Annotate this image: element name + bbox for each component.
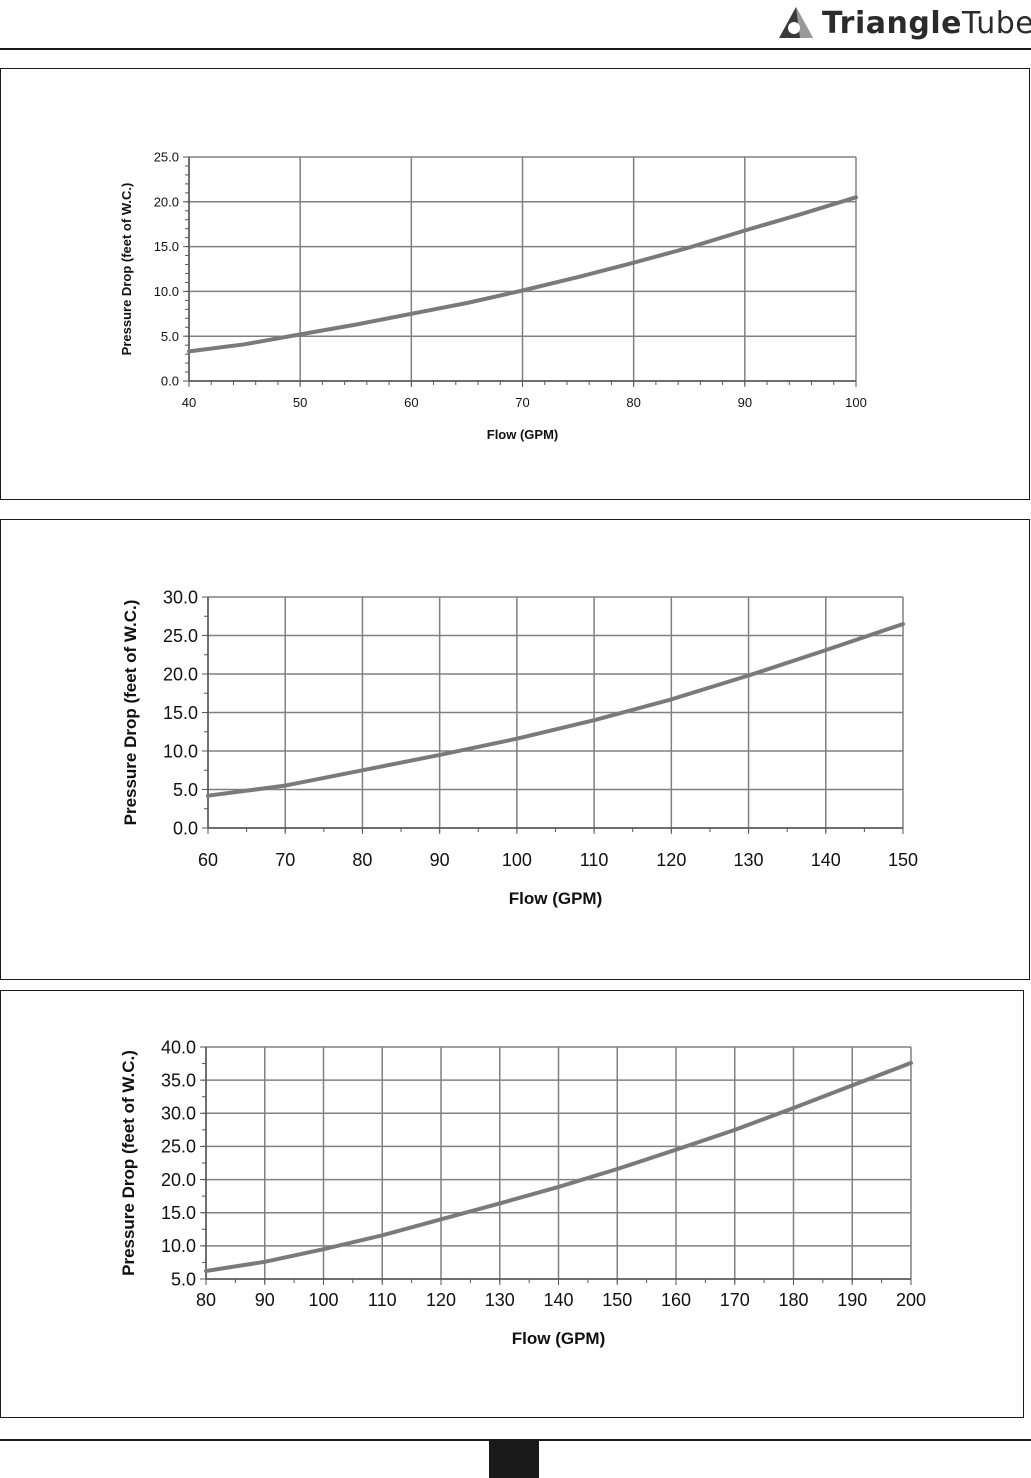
x-tick-label: 40 [182,395,196,410]
x-tick-label: 80 [196,1290,216,1310]
x-tick-label: 160 [661,1290,691,1310]
header-rule [0,48,1031,50]
x-tick-label: 120 [426,1290,456,1310]
x-tick-label: 120 [656,850,686,870]
x-tick-label: 130 [485,1290,515,1310]
x-tick-label: 140 [811,850,841,870]
x-tick-label: 150 [602,1290,632,1310]
y-tick-label: 20.0 [161,1170,196,1190]
y-axis-title: Pressure Drop (feet of W.C.) [121,600,140,826]
x-tick-label: 100 [502,850,532,870]
triangle-tube-logo-icon [779,7,813,38]
x-tick-label: 140 [543,1290,573,1310]
brand-name: TriangleTube [822,6,1031,41]
y-tick-label: 10.0 [154,284,179,299]
y-axis-title: Pressure Drop (feet of W.C.) [119,1050,138,1276]
y-tick-label: 30.0 [161,1104,196,1124]
x-tick-label: 90 [738,395,752,410]
pressure-drop-series-line [187,195,858,354]
y-tick-label: 0.0 [161,374,179,389]
pressure-drop-series-line [206,622,905,798]
page-number-tab [489,1441,539,1478]
x-tick-label: 100 [845,395,867,410]
chart-panel-3: 80 90 100 110 120 130 140 150 160 170 180 190 200 5.0… [0,990,1024,1418]
x-tick-label: 200 [896,1290,926,1310]
x-tick-label: 60 [198,850,218,870]
x-tick-label: 90 [430,850,450,870]
pressure-drop-chart-3: 80 90 100 110 120 130 140 150 160 170 180 190 200 5.0… [119,1037,926,1348]
y-tick-label: 10.0 [161,1236,196,1256]
y-tick-label: 20.0 [163,664,198,684]
y-tick-label: 0.0 [173,818,198,838]
y-tick-label: 5.0 [171,1269,196,1289]
brand-name-bold: Triangle [822,6,962,41]
x-tick-label: 80 [626,395,640,410]
x-tick-label: 50 [293,395,307,410]
x-axis-title: Flow (GPM) [487,427,559,442]
x-tick-label: 130 [734,850,764,870]
x-axis-title: Flow (GPM) [512,1329,605,1348]
y-tick-label: 25.0 [163,626,198,646]
x-tick-label: 110 [368,1290,397,1310]
y-tick-label: 25.0 [161,1137,196,1157]
x-tick-label: 60 [404,395,418,410]
x-tick-label: 150 [888,850,918,870]
pressure-drop-chart-1: 40 50 60 70 80 90 100 0.0 5.0 10.0 15.0 20.0 25.0 Flo… [119,150,867,442]
y-tick-label: 5.0 [173,780,198,800]
y-tick-label: 20.0 [154,194,179,209]
y-tick-label: 15.0 [163,703,198,723]
x-tick-label: 100 [308,1290,338,1310]
y-tick-label: 15.0 [161,1203,196,1223]
x-tick-label: 90 [255,1290,275,1310]
x-tick-label: 170 [720,1290,750,1310]
y-tick-label: 10.0 [163,741,198,761]
x-tick-label: 70 [515,395,529,410]
footer-rule [0,1439,1031,1441]
pressure-drop-chart-2: 60 70 80 90 100 110 120 130 140 150 0.0 5.0 10.0 15.0… [121,587,918,908]
y-tick-label: 15.0 [154,239,179,254]
chart-panel-2: 60 70 80 90 100 110 120 130 140 150 0.0 5.0 10.0 15.0… [0,519,1030,980]
y-axis-title: Pressure Drop (feet of W.C.) [119,183,134,356]
x-tick-label: 80 [352,850,372,870]
chart-panel-1: 40 50 60 70 80 90 100 0.0 5.0 10.0 15.0 20.0 25.0 Flo… [0,68,1030,500]
x-tick-label: 190 [837,1290,867,1310]
y-tick-label: 5.0 [161,329,179,344]
x-axis-title: Flow (GPM) [509,889,602,908]
y-tick-label: 25.0 [154,150,179,165]
x-tick-label: 180 [778,1290,808,1310]
y-tick-label: 40.0 [161,1037,196,1057]
pressure-drop-series-line [204,1060,913,1273]
y-tick-label: 30.0 [163,587,198,607]
brand-name-light: Tube [961,6,1031,41]
x-tick-label: 110 [580,850,609,870]
brand-logo: TriangleTube [776,4,1031,44]
x-tick-label: 70 [275,850,295,870]
y-tick-label: 35.0 [161,1070,196,1090]
